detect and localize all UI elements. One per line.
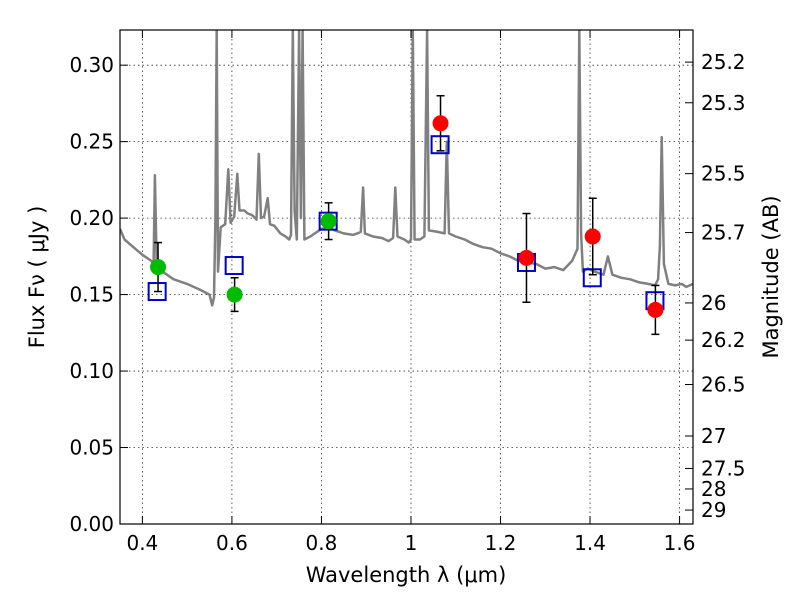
- y-tick-label: 0.25: [69, 130, 114, 154]
- y-axis-right-label: Magnitude (AB): [759, 195, 783, 358]
- photometry-point: [647, 301, 664, 318]
- x-tick-label: 0.6: [216, 531, 248, 555]
- right-tick-label: 26.5: [701, 373, 746, 397]
- right-tick-label: 27: [701, 424, 726, 448]
- y-axis-label: Flux Fν ( μJy ): [25, 206, 49, 349]
- photometry-point: [518, 249, 535, 266]
- y-tick-label: 0.30: [69, 53, 114, 77]
- axis-ticks: 0.4 0.6 0.8 1 1.2 1.4 1.6 0.00 0.05 0.10 0.15 0.20 0…: [69, 30, 746, 555]
- right-tick-label: 25.2: [701, 50, 746, 74]
- right-tick-label: 29: [701, 498, 726, 522]
- right-tick-label: 27.5: [701, 456, 746, 480]
- right-tick-label: 26: [701, 291, 726, 315]
- photometry-point: [150, 259, 167, 276]
- x-axis-label: Wavelength λ (μm): [306, 563, 507, 587]
- x-tick-label: 1.4: [574, 531, 606, 555]
- right-tick-label: 28: [701, 477, 726, 501]
- y-tick-label: 0.00: [69, 512, 114, 536]
- x-tick-label: 0.8: [306, 531, 338, 555]
- spectrum-line: [120, 30, 693, 307]
- y-tick-label: 0.10: [69, 359, 114, 383]
- photometry-point: [432, 115, 449, 132]
- x-tick-label: 1.2: [485, 531, 517, 555]
- x-tick-label: 1: [405, 531, 418, 555]
- right-tick-label: 25.3: [701, 91, 746, 115]
- photometry-point: [226, 286, 243, 303]
- plot-area: [120, 30, 693, 336]
- right-tick-label: 25.7: [701, 221, 746, 245]
- y-tick-label: 0.20: [69, 206, 114, 230]
- grid-lines: [120, 30, 693, 525]
- plot-frame: [119, 29, 694, 525]
- y-tick-label: 0.05: [69, 436, 114, 460]
- photometry-point: [584, 228, 601, 245]
- x-tick-label: 1.6: [664, 531, 696, 555]
- right-tick-label: 25.5: [701, 162, 746, 186]
- model-square-marker: [224, 256, 244, 276]
- photometry-point: [320, 213, 337, 230]
- x-tick-label: 0.4: [126, 531, 158, 555]
- y-tick-label: 0.15: [69, 283, 114, 307]
- model-square-marker: [147, 282, 167, 302]
- right-tick-label: 26.2: [701, 328, 746, 352]
